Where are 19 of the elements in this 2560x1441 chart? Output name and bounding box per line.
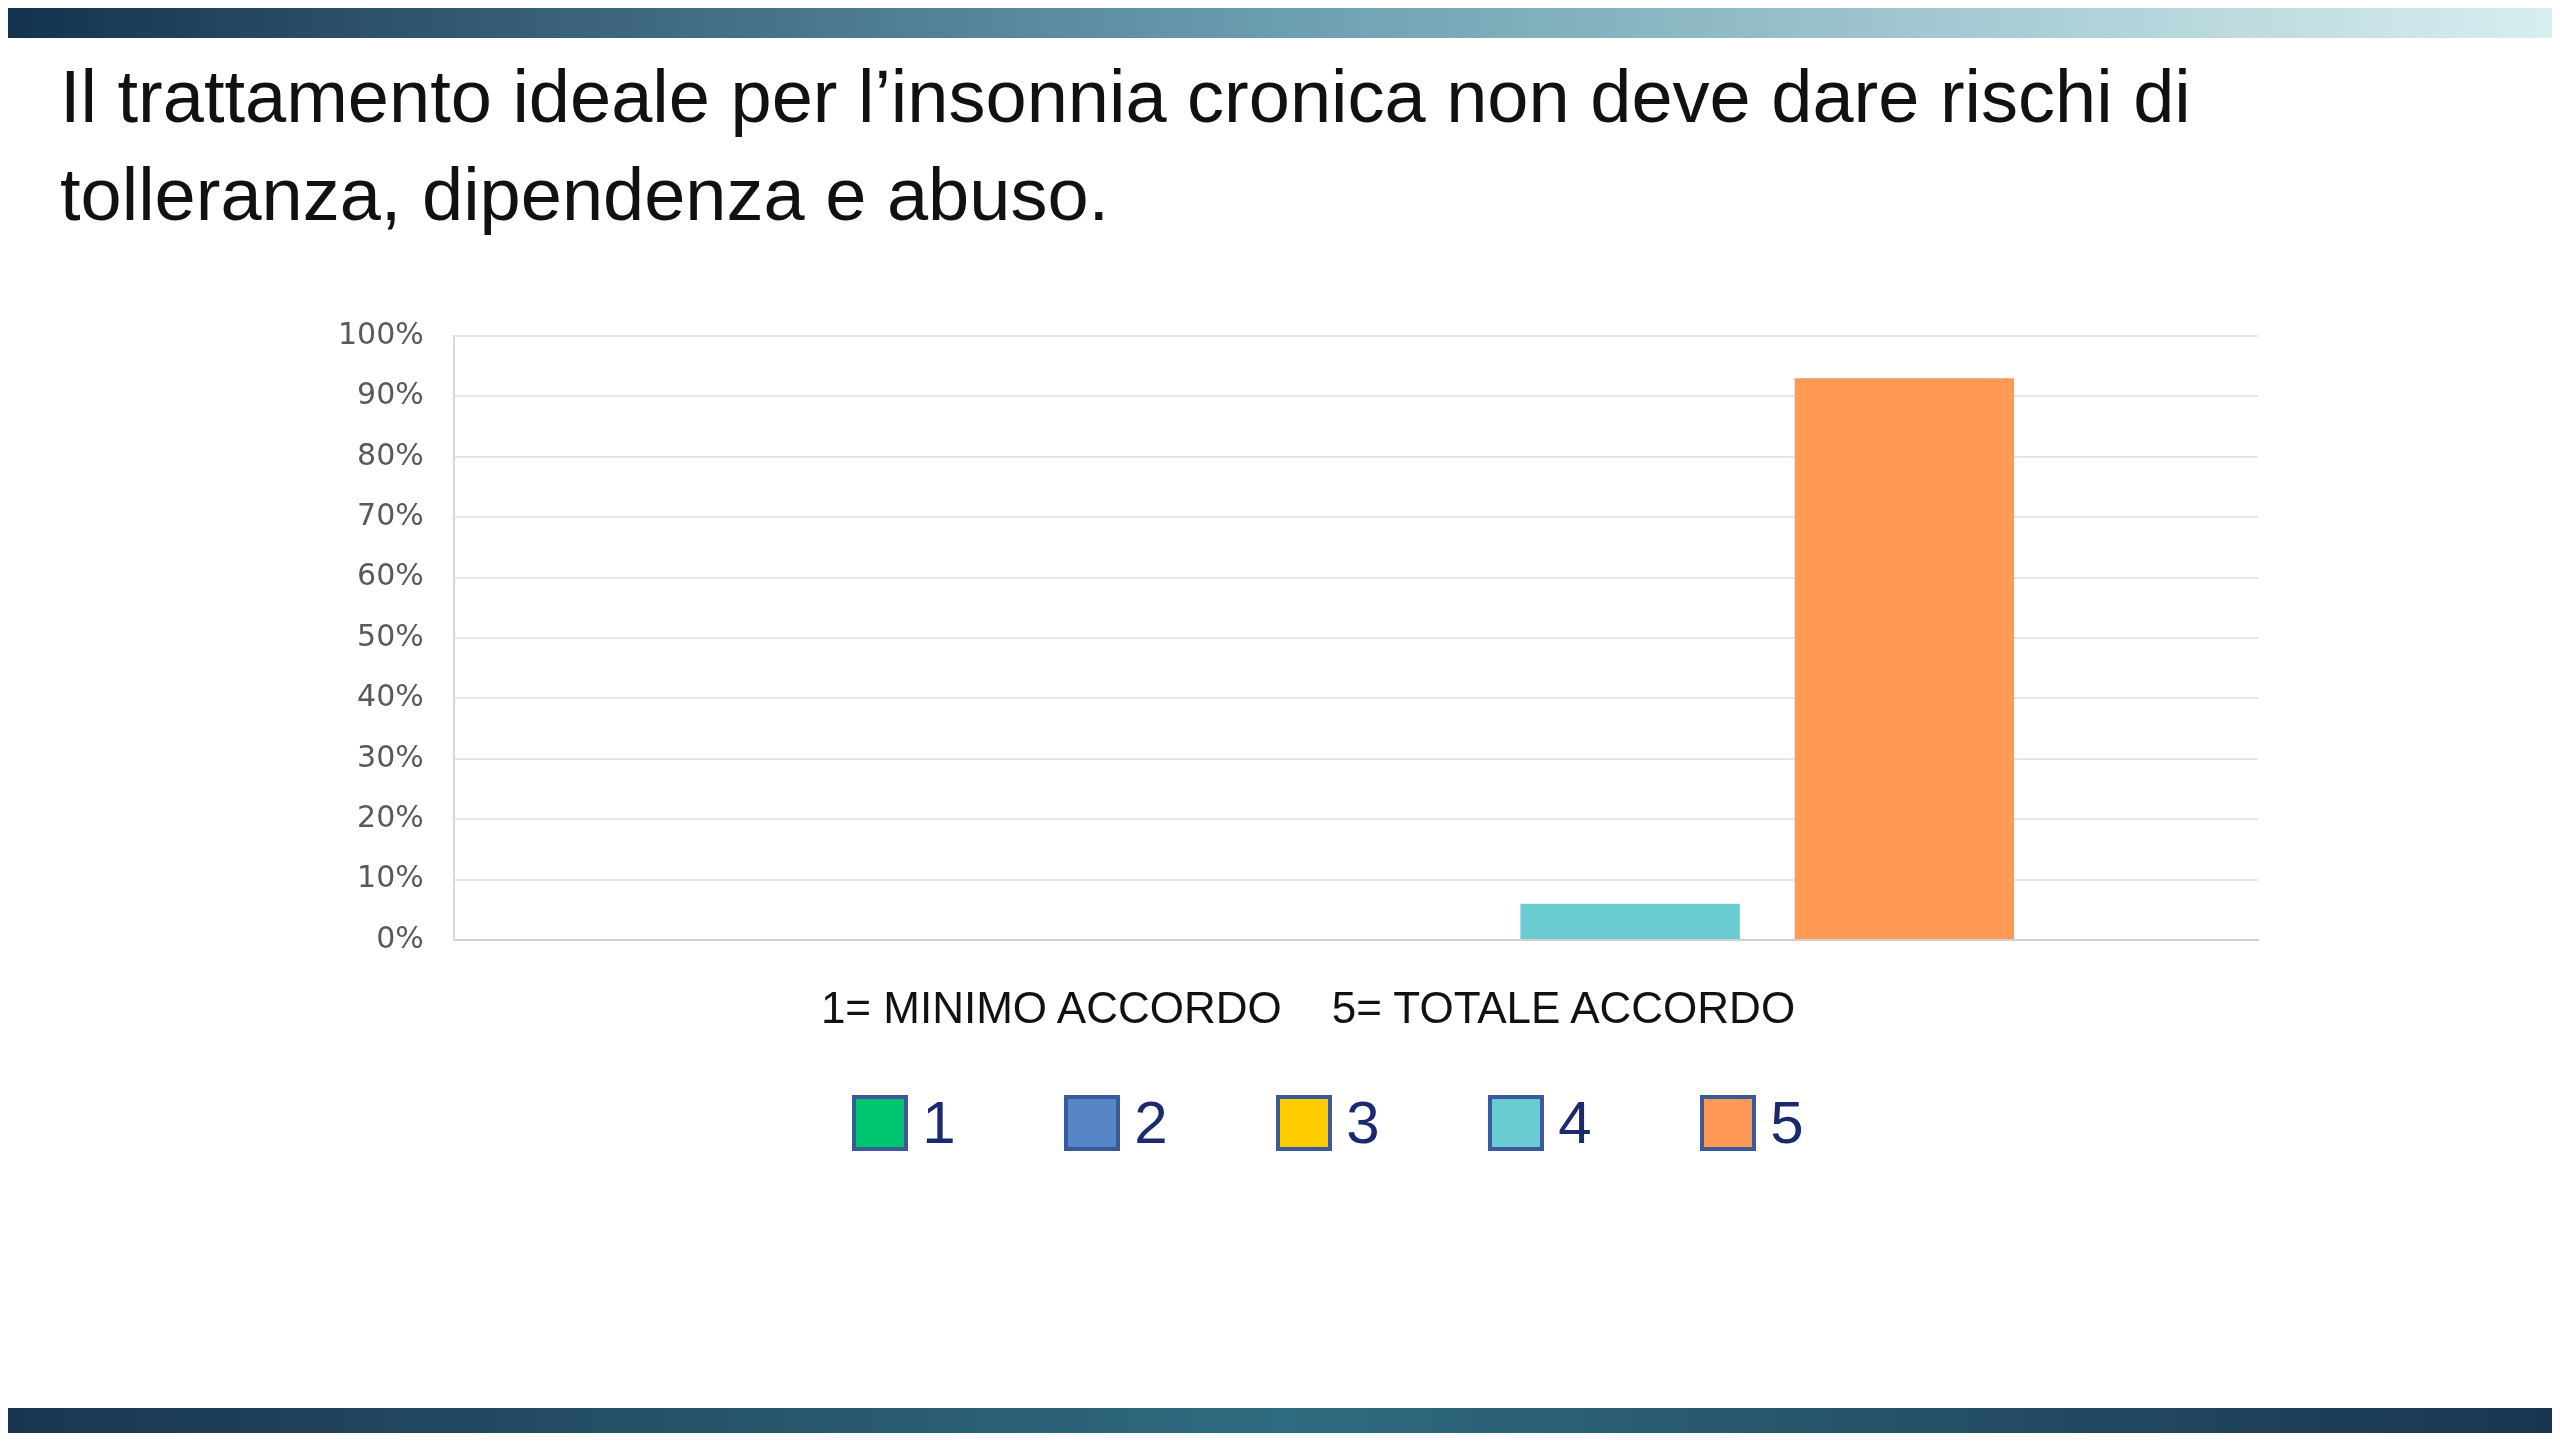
chart-title: Il trattamento ideale per l’insonnia cronica non deve dare rischi di tolleranza, dipendenza e abuso.: [60, 54, 2192, 238]
legend-label: 3: [1346, 1089, 1380, 1156]
text: 1= MINIMO ACCORDO: [820, 983, 1282, 1033]
legend-label: 4: [1558, 1089, 1592, 1156]
y-tick-label: 20%: [357, 799, 424, 834]
y-tick-label: 60%: [357, 557, 424, 593]
legend-label: 5: [1770, 1089, 1804, 1156]
y-tick-label: 40%: [357, 678, 424, 714]
text: 5= TOTALE ACCORDO: [1331, 983, 1796, 1033]
legend-label: 1: [922, 1089, 956, 1156]
y-tick-label: 50%: [357, 617, 424, 653]
y-tick-label: 30%: [357, 738, 424, 774]
y-tick-label: 10%: [357, 859, 424, 895]
y-tick-label: 90%: [357, 376, 424, 412]
y-tick-label: 80%: [357, 436, 424, 472]
y-tick-label: 0%: [376, 919, 424, 955]
legend-label: 2: [1134, 1089, 1168, 1156]
y-tick-label: 70%: [357, 497, 424, 532]
y-tick-label: 100%: [337, 315, 424, 351]
